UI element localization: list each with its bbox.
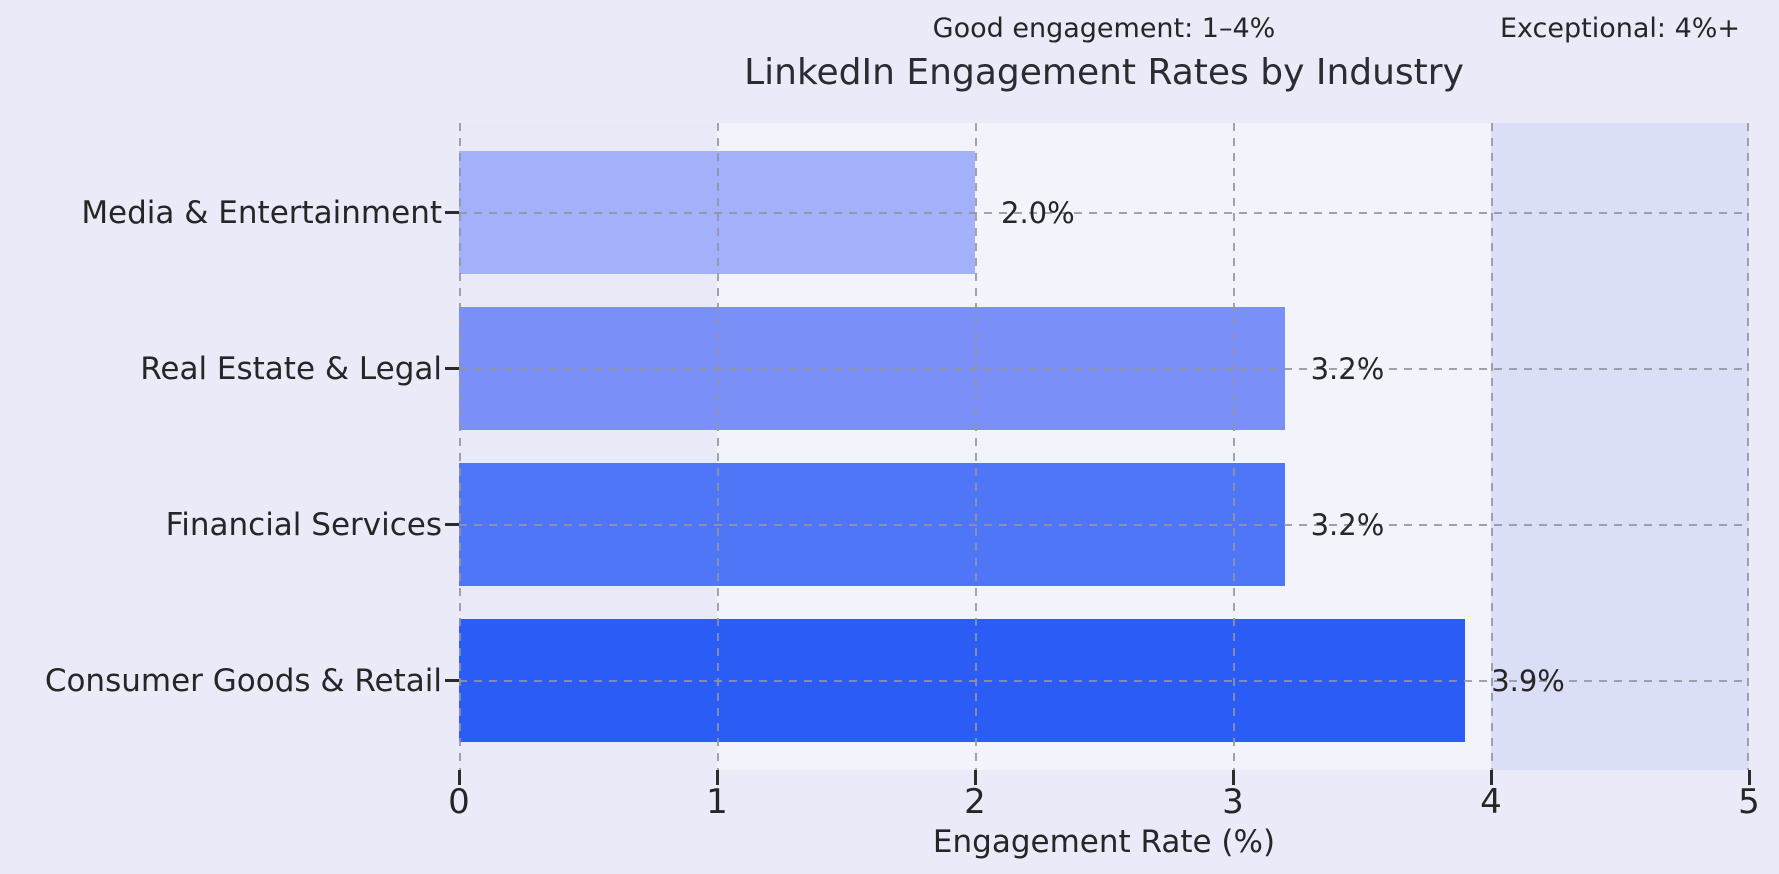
x-tick-mark (1231, 770, 1235, 785)
vertical-gridline-3 (1233, 123, 1235, 770)
annotation-exceptional: Exceptional: 4%+ (1499, 13, 1741, 44)
annotation-good-engagement: Good engagement: 1–4% (932, 13, 1276, 44)
x-tick-label: 2 (964, 782, 986, 822)
bar-value-label: 3.2% (1310, 351, 1385, 386)
y-tick-mark (445, 523, 461, 526)
bar-value-label: 2.0% (1001, 195, 1075, 230)
x-tick-label: 1 (706, 782, 728, 822)
horizontal-gridline (459, 211, 1749, 214)
exceptional-zone-band (1491, 123, 1749, 770)
horizontal-gridline (459, 523, 1749, 526)
y-tick-label: Financial Services (165, 506, 442, 543)
y-tick-mark (445, 367, 461, 370)
vertical-gridline-4 (1491, 123, 1493, 770)
x-tick-mark (973, 770, 977, 785)
bar-value-label: 3.9% (1491, 663, 1565, 698)
vertical-gridline-0 (459, 123, 461, 770)
x-tick-mark (1489, 770, 1493, 785)
x-tick-label: 4 (1480, 782, 1502, 822)
y-tick-label: Media & Entertainment (81, 194, 442, 231)
x-tick-mark (715, 770, 719, 785)
x-tick-label: 5 (1738, 782, 1760, 822)
vertical-gridline-1 (717, 123, 719, 770)
x-tick-label: 3 (1222, 782, 1244, 822)
plot-area: 2.0% 3.2% 3.2% 3.9% (459, 123, 1749, 770)
x-axis-title: Engagement Rate (%) (932, 824, 1276, 860)
horizontal-gridline (459, 679, 1749, 682)
x-tick-label: 0 (448, 782, 470, 822)
bar-value-label: 3.2% (1310, 507, 1385, 542)
y-tick-label: Consumer Goods & Retail (44, 662, 442, 699)
horizontal-gridline (459, 367, 1749, 370)
vertical-gridline-2 (975, 123, 977, 770)
vertical-gridline-5 (1747, 123, 1749, 770)
chart-title: LinkedIn Engagement Rates by Industry (744, 52, 1464, 93)
y-tick-mark (445, 679, 461, 682)
y-tick-mark (445, 211, 461, 214)
y-tick-label: Real Estate & Legal (140, 350, 442, 387)
x-tick-mark (457, 770, 461, 785)
x-tick-mark (1747, 770, 1751, 785)
